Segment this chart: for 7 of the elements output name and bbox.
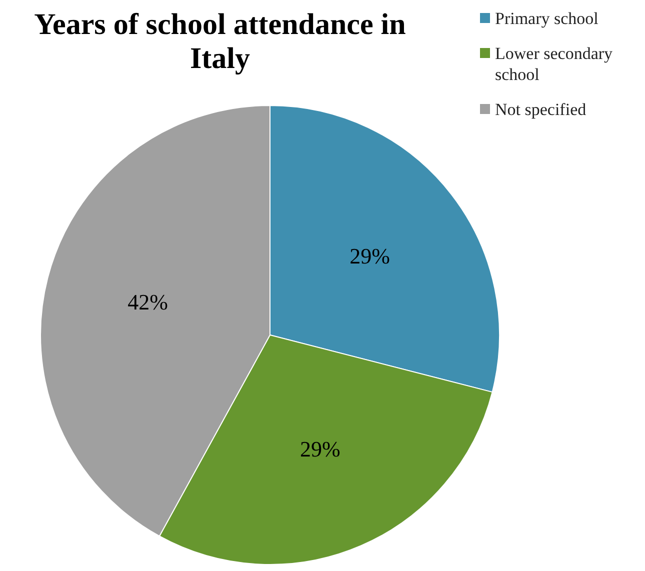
data-label: 29% [300,436,340,462]
legend-label: Primary school [495,8,598,29]
chart-title: Years of school attendance in Italy [33,8,407,76]
data-label: 42% [128,289,168,314]
legend-label: Not specified [495,99,586,120]
legend-label: Lower secondary school [495,43,614,85]
data-label: 29% [350,243,390,268]
